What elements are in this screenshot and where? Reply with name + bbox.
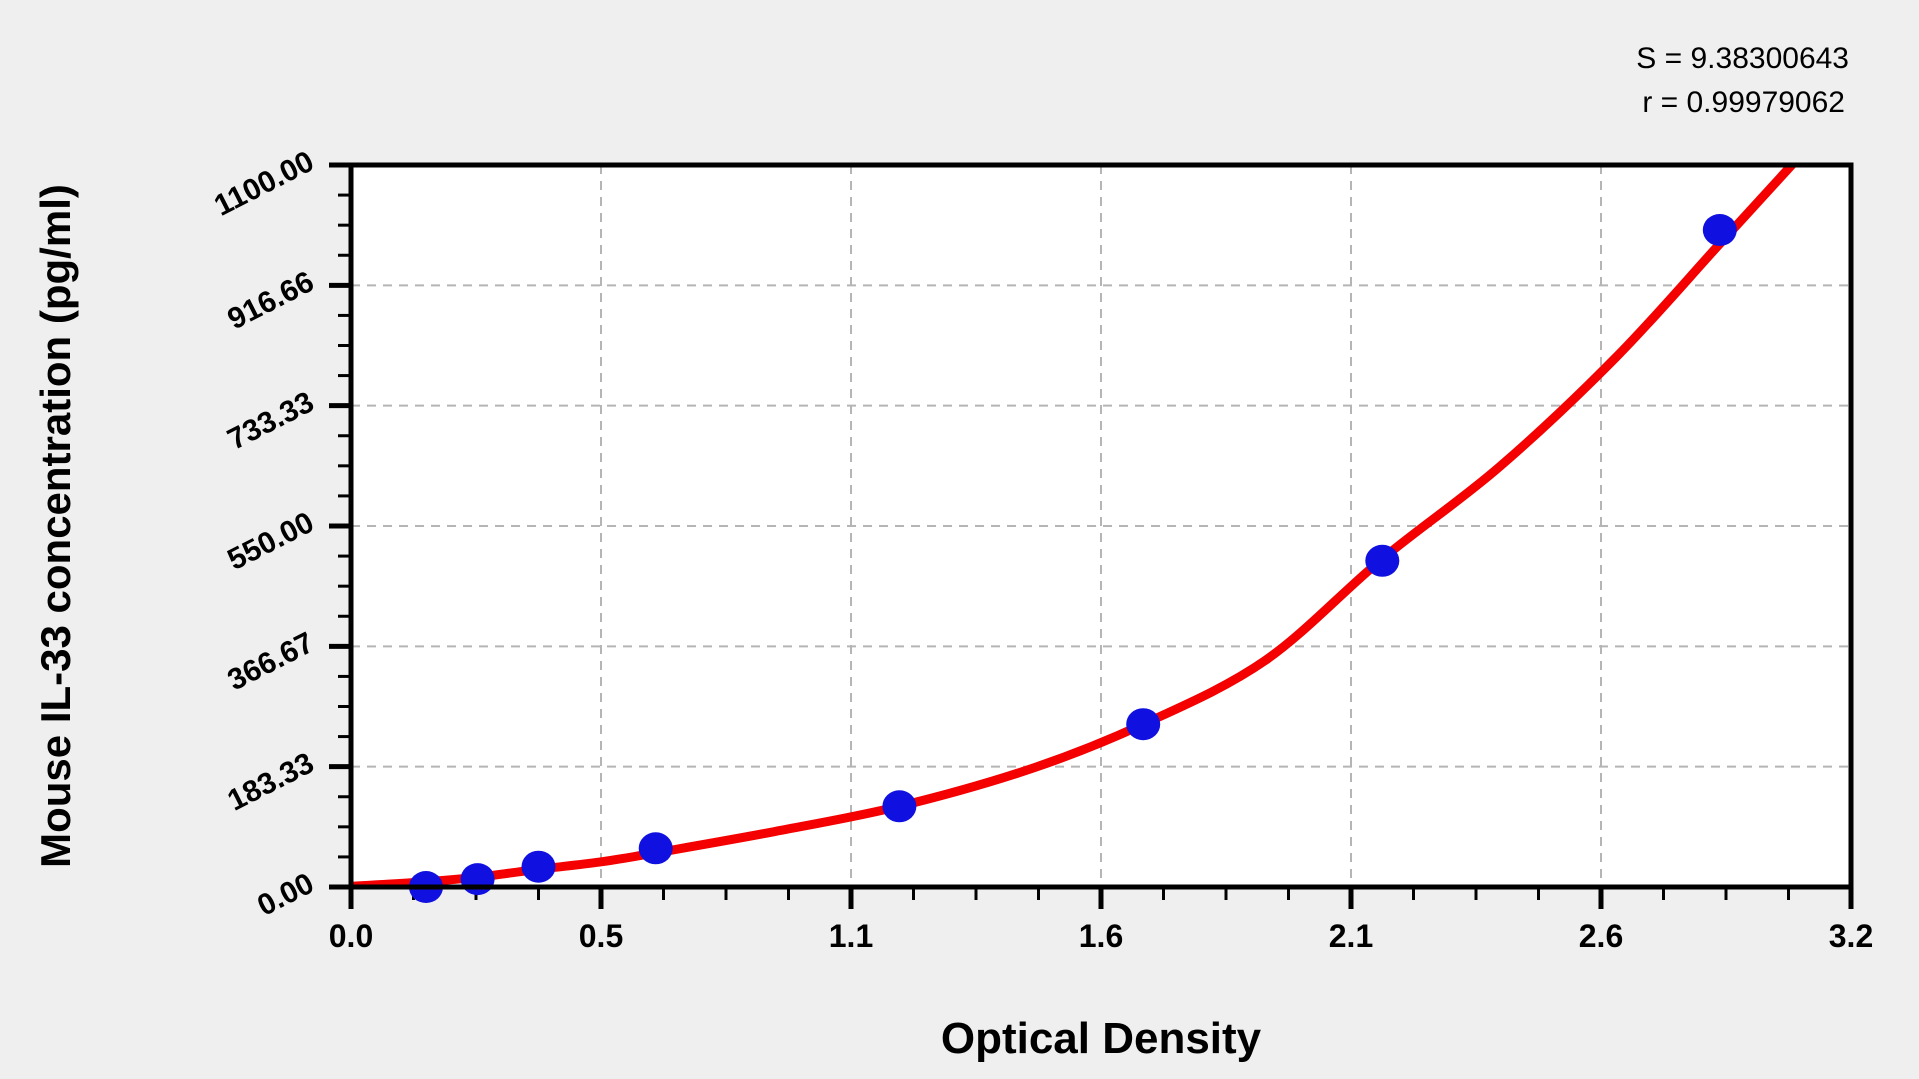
- y-tick-label: 366.67: [222, 626, 319, 697]
- axis-ticks: [329, 162, 1854, 909]
- plot-frame: [348, 162, 1854, 890]
- x-tick-label: 1.1: [829, 918, 873, 954]
- data-point: [1365, 544, 1400, 577]
- y-axis-title: Mouse IL-33 concentration (pg/ml): [32, 184, 79, 868]
- data-point: [1702, 214, 1737, 246]
- data-point: [1126, 708, 1161, 741]
- x-tick-label: 2.6: [1579, 918, 1623, 954]
- data-point: [638, 832, 673, 865]
- y-tick-label: 1100.00: [209, 145, 319, 223]
- x-axis-title: Optical Density: [941, 1014, 1262, 1063]
- y-tick-label: 183.33: [222, 747, 319, 818]
- y-tick-label: 0.00: [252, 867, 319, 923]
- data-point: [460, 863, 495, 896]
- x-tick-label: 0.0: [329, 918, 373, 954]
- y-tick-label: 550.00: [222, 506, 319, 577]
- x-tick-label: 3.2: [1829, 918, 1873, 954]
- x-tick-label: 0.5: [579, 918, 623, 954]
- stat-s-value: S = 9.38300643: [1636, 42, 1849, 75]
- y-tick-label: 733.33: [222, 386, 319, 457]
- data-points-layer: [409, 214, 1737, 903]
- gridlines: [351, 165, 1851, 887]
- data-point: [521, 850, 556, 883]
- stat-r-value: r = 0.99979062: [1642, 86, 1845, 119]
- y-tick-label: 916.66: [222, 265, 319, 336]
- data-point: [882, 790, 917, 823]
- x-tick-label: 1.6: [1079, 918, 1123, 954]
- x-tick-label: 2.1: [1329, 918, 1373, 954]
